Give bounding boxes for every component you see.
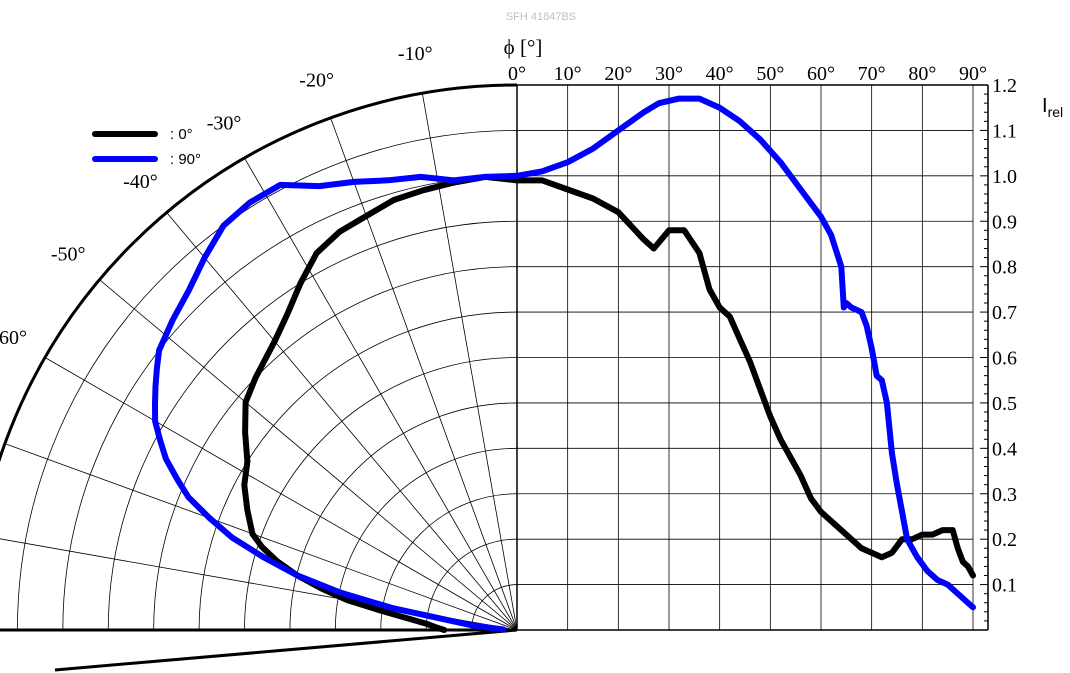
legend-label-0deg: : 0° bbox=[170, 126, 193, 143]
chart-title: SFH 41847BS bbox=[506, 11, 576, 23]
polar-tick-label: -50° bbox=[51, 243, 86, 265]
grid-layer bbox=[0, 83, 989, 672]
r-tick-label: 0.2 bbox=[992, 529, 1017, 551]
polar-grid-radial bbox=[99, 279, 518, 631]
phi-tick-label: 60° bbox=[807, 63, 835, 85]
phi-tick-label: 50° bbox=[756, 63, 784, 85]
phi-tick-label: 80° bbox=[908, 63, 936, 85]
phi-tick-label: 90° bbox=[959, 63, 987, 85]
r-axis-label-sub: rel bbox=[1048, 104, 1064, 120]
r-tick-label: 1.1 bbox=[992, 120, 1017, 142]
phi-tick-label: 10° bbox=[554, 63, 582, 85]
series-layer bbox=[152, 95, 976, 633]
legend: : 0° : 90° bbox=[92, 126, 201, 168]
r-tick-label: 0.4 bbox=[992, 438, 1017, 460]
r-axis-label-main: I bbox=[1042, 95, 1048, 117]
polar-grid-radial bbox=[421, 93, 518, 631]
tick-label-layer: 0° 10° 20° 30° 40° 50° 60° 70° 80° 90° -10° -20° -30… bbox=[0, 43, 1017, 597]
phi-tick-label: 0° bbox=[508, 63, 526, 85]
r-axis-label: Irel bbox=[1042, 95, 1063, 120]
r-tick-label: 0.8 bbox=[992, 257, 1017, 279]
r-tick-label: 0.5 bbox=[992, 393, 1017, 415]
polar-tick-label: -20° bbox=[299, 69, 334, 91]
polar-grid-radial bbox=[44, 357, 518, 631]
phi-tick-label: 20° bbox=[604, 63, 632, 85]
series-line-0 bbox=[241, 173, 976, 633]
r-tick-label: 0.9 bbox=[992, 211, 1017, 233]
polar-tick-label: -40° bbox=[123, 171, 158, 193]
polar-grid-radial bbox=[330, 117, 518, 631]
phi-tick-label: 40° bbox=[706, 63, 734, 85]
legend-label-90deg: : 90° bbox=[170, 151, 201, 168]
polar-grid-radial bbox=[4, 443, 518, 631]
polar-tick-label: -60° bbox=[0, 327, 27, 349]
polar-grid-arc bbox=[289, 402, 518, 631]
phi-tick-label: 70° bbox=[858, 63, 886, 85]
r-tick-label: 0.6 bbox=[992, 348, 1017, 370]
polar-grid-arc bbox=[380, 493, 518, 631]
phi-axis-label: ϕ [°] bbox=[504, 35, 543, 59]
polar-grid-arc bbox=[17, 130, 518, 631]
polar-grid-arc bbox=[425, 538, 518, 631]
series-line-1 bbox=[152, 95, 976, 633]
r-tick-label: 0.3 bbox=[992, 484, 1017, 506]
polar-tick-label: -30° bbox=[207, 113, 242, 135]
polar-grid-arc bbox=[244, 357, 518, 631]
polar-tick-label: -10° bbox=[398, 43, 433, 65]
r-tick-label: 1.0 bbox=[992, 166, 1017, 188]
polar-grid-arc bbox=[198, 311, 518, 631]
polar-frame-lower-edge bbox=[54, 628, 518, 672]
polar-grid-radial bbox=[166, 212, 518, 631]
phi-tick-label: 30° bbox=[655, 63, 683, 85]
r-tick-label: 0.1 bbox=[992, 575, 1017, 597]
polar-grid-arc bbox=[0, 83, 518, 463]
polar-grid-arc bbox=[62, 175, 518, 631]
r-tick-label: 1.2 bbox=[992, 75, 1017, 97]
r-tick-label: 0.7 bbox=[992, 302, 1017, 324]
polar-grid-radial bbox=[244, 157, 518, 631]
polar-grid-arc bbox=[107, 220, 518, 631]
